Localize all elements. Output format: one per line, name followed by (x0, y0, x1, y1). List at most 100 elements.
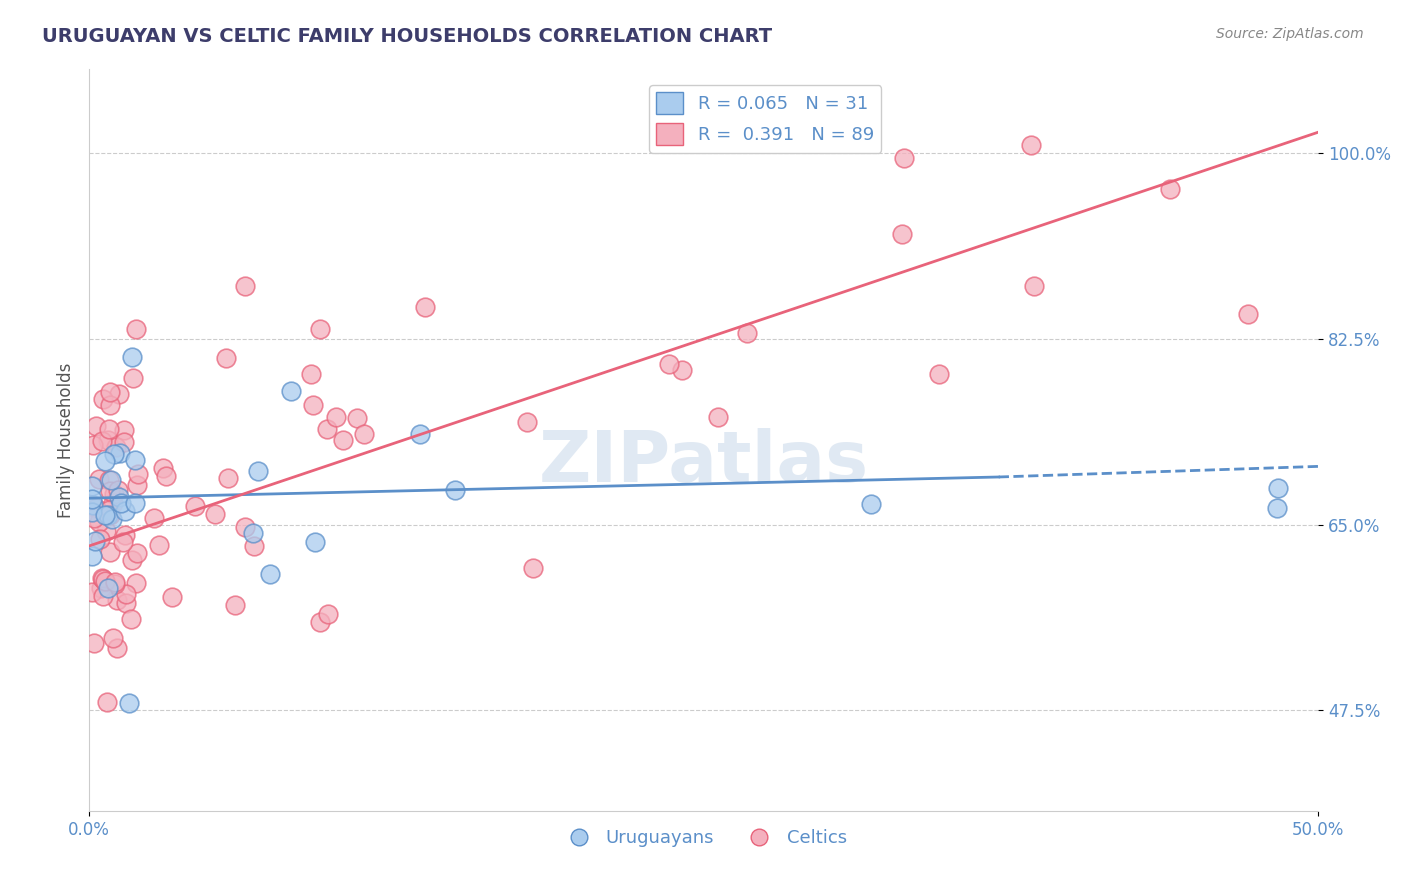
Point (121, 350, 143, 364)
Point (98, 421, 121, 435)
Point (124, 453, 146, 467)
Point (105, 592, 128, 607)
Point (114, 587, 136, 601)
Point (98, 473, 121, 487)
Point (142, 511, 165, 525)
Point (91, 572, 114, 586)
Point (1022, 278, 1045, 293)
Point (246, 464, 269, 478)
Point (87, 472, 110, 486)
Point (103, 447, 125, 461)
Point (90, 571, 112, 585)
Point (316, 607, 339, 622)
Point (80, 549, 103, 564)
Point (299, 368, 322, 382)
Point (658, 358, 681, 372)
Point (242, 525, 264, 540)
Text: ZIPatlas: ZIPatlas (538, 427, 869, 497)
Point (413, 300, 436, 314)
Point (125, 322, 148, 336)
Point (86, 418, 108, 433)
Point (224, 598, 246, 612)
Point (93, 575, 115, 590)
Point (1267, 500, 1289, 515)
Point (1019, 138, 1042, 153)
Point (409, 427, 432, 442)
Point (93, 574, 115, 588)
Point (82, 498, 104, 512)
Point (304, 534, 326, 549)
Point (103, 496, 125, 510)
Point (105, 641, 128, 656)
Point (105, 440, 128, 454)
Point (107, 387, 129, 401)
Point (259, 567, 281, 582)
Point (90, 581, 112, 595)
Point (444, 483, 467, 497)
Point (204, 507, 226, 521)
Point (89, 532, 111, 546)
Point (100, 473, 122, 487)
Point (80, 585, 103, 599)
Point (101, 512, 124, 526)
Legend: Uruguayans, Celtics: Uruguayans, Celtics (554, 822, 853, 855)
Point (353, 426, 375, 441)
Point (309, 322, 332, 336)
Point (893, 152, 915, 166)
Point (243, 540, 266, 554)
Point (91, 589, 114, 603)
Point (94, 454, 117, 468)
Point (115, 596, 138, 610)
Point (928, 367, 950, 381)
Point (155, 469, 177, 483)
Point (516, 415, 538, 429)
Point (98, 483, 121, 498)
Point (83, 636, 105, 650)
Point (118, 696, 141, 710)
Point (112, 434, 135, 449)
Point (84, 501, 107, 516)
Point (98, 384, 121, 399)
Point (217, 470, 239, 484)
Point (84, 533, 107, 548)
Point (332, 433, 354, 447)
Point (82, 438, 104, 452)
Point (346, 410, 368, 425)
Point (127, 478, 149, 492)
Point (114, 503, 136, 517)
Y-axis label: Family Households: Family Households (58, 362, 75, 517)
Point (103, 487, 125, 501)
Point (112, 534, 135, 549)
Point (280, 384, 302, 399)
Point (80, 478, 103, 492)
Point (160, 591, 183, 605)
Point (152, 461, 174, 475)
Point (110, 446, 132, 460)
Point (107, 483, 129, 497)
Point (148, 538, 170, 552)
Point (108, 490, 131, 504)
Point (308, 615, 330, 629)
Point (94, 524, 117, 539)
Point (737, 326, 759, 340)
Point (96, 695, 118, 709)
Point (316, 422, 339, 436)
Point (82, 491, 104, 506)
Point (98, 544, 121, 558)
Point (125, 546, 148, 560)
Point (97, 581, 120, 595)
Point (121, 553, 143, 567)
Point (98, 508, 121, 522)
Point (87, 515, 110, 529)
Text: Source: ZipAtlas.com: Source: ZipAtlas.com (1216, 27, 1364, 41)
Point (707, 410, 730, 425)
Point (93, 392, 115, 406)
Point (93, 508, 115, 523)
Point (235, 519, 257, 533)
Point (103, 631, 125, 645)
Point (97, 433, 120, 447)
Point (97, 503, 120, 517)
Point (671, 363, 693, 377)
Point (1159, 182, 1181, 196)
Point (860, 497, 883, 511)
